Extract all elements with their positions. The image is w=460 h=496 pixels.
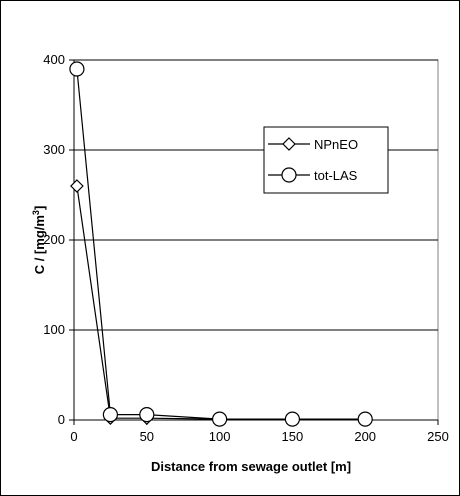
y-tick-label: 200 [43,232,65,247]
series-group [69,61,373,427]
legend-label-npneo: NPnEO [314,137,358,152]
series-line-tot-las [76,68,366,420]
legend-label-tot-las: tot-LAS [314,168,358,183]
x-axis-title: Distance from sewage outlet [m] [151,459,351,474]
y-tick-label: 0 [58,412,65,427]
x-tick-label: 250 [427,429,449,444]
data-point-npneo [70,179,84,193]
data-point-tot-las [69,61,85,77]
data-point-tot-las [284,411,300,427]
y-axis-title: C / [mg/m3] [31,206,47,275]
data-point-tot-las [212,411,228,427]
data-point-tot-las [102,407,119,423]
legend-marker-tot-las [281,167,297,183]
x-tick-label: 150 [282,429,304,444]
legend-box [263,126,389,194]
x-tick-label: 200 [354,429,376,444]
x-tick-label: 0 [70,429,77,444]
legend-marker-npneo [282,137,296,151]
y-tick-label: 100 [43,322,65,337]
x-tick-labels: 0 50 100 150 200 250 [70,429,448,444]
data-point-tot-las [139,407,155,423]
data-point-tot-las [357,411,373,427]
y-tick-label: 400 [43,52,65,67]
y-tick-label: 300 [43,142,65,157]
x-tick-label: 50 [140,429,154,444]
x-tick-label: 100 [209,429,231,444]
legend: NPnEO tot-LAS [263,126,389,194]
y-tick-labels: 0 100 200 300 400 [43,52,65,427]
